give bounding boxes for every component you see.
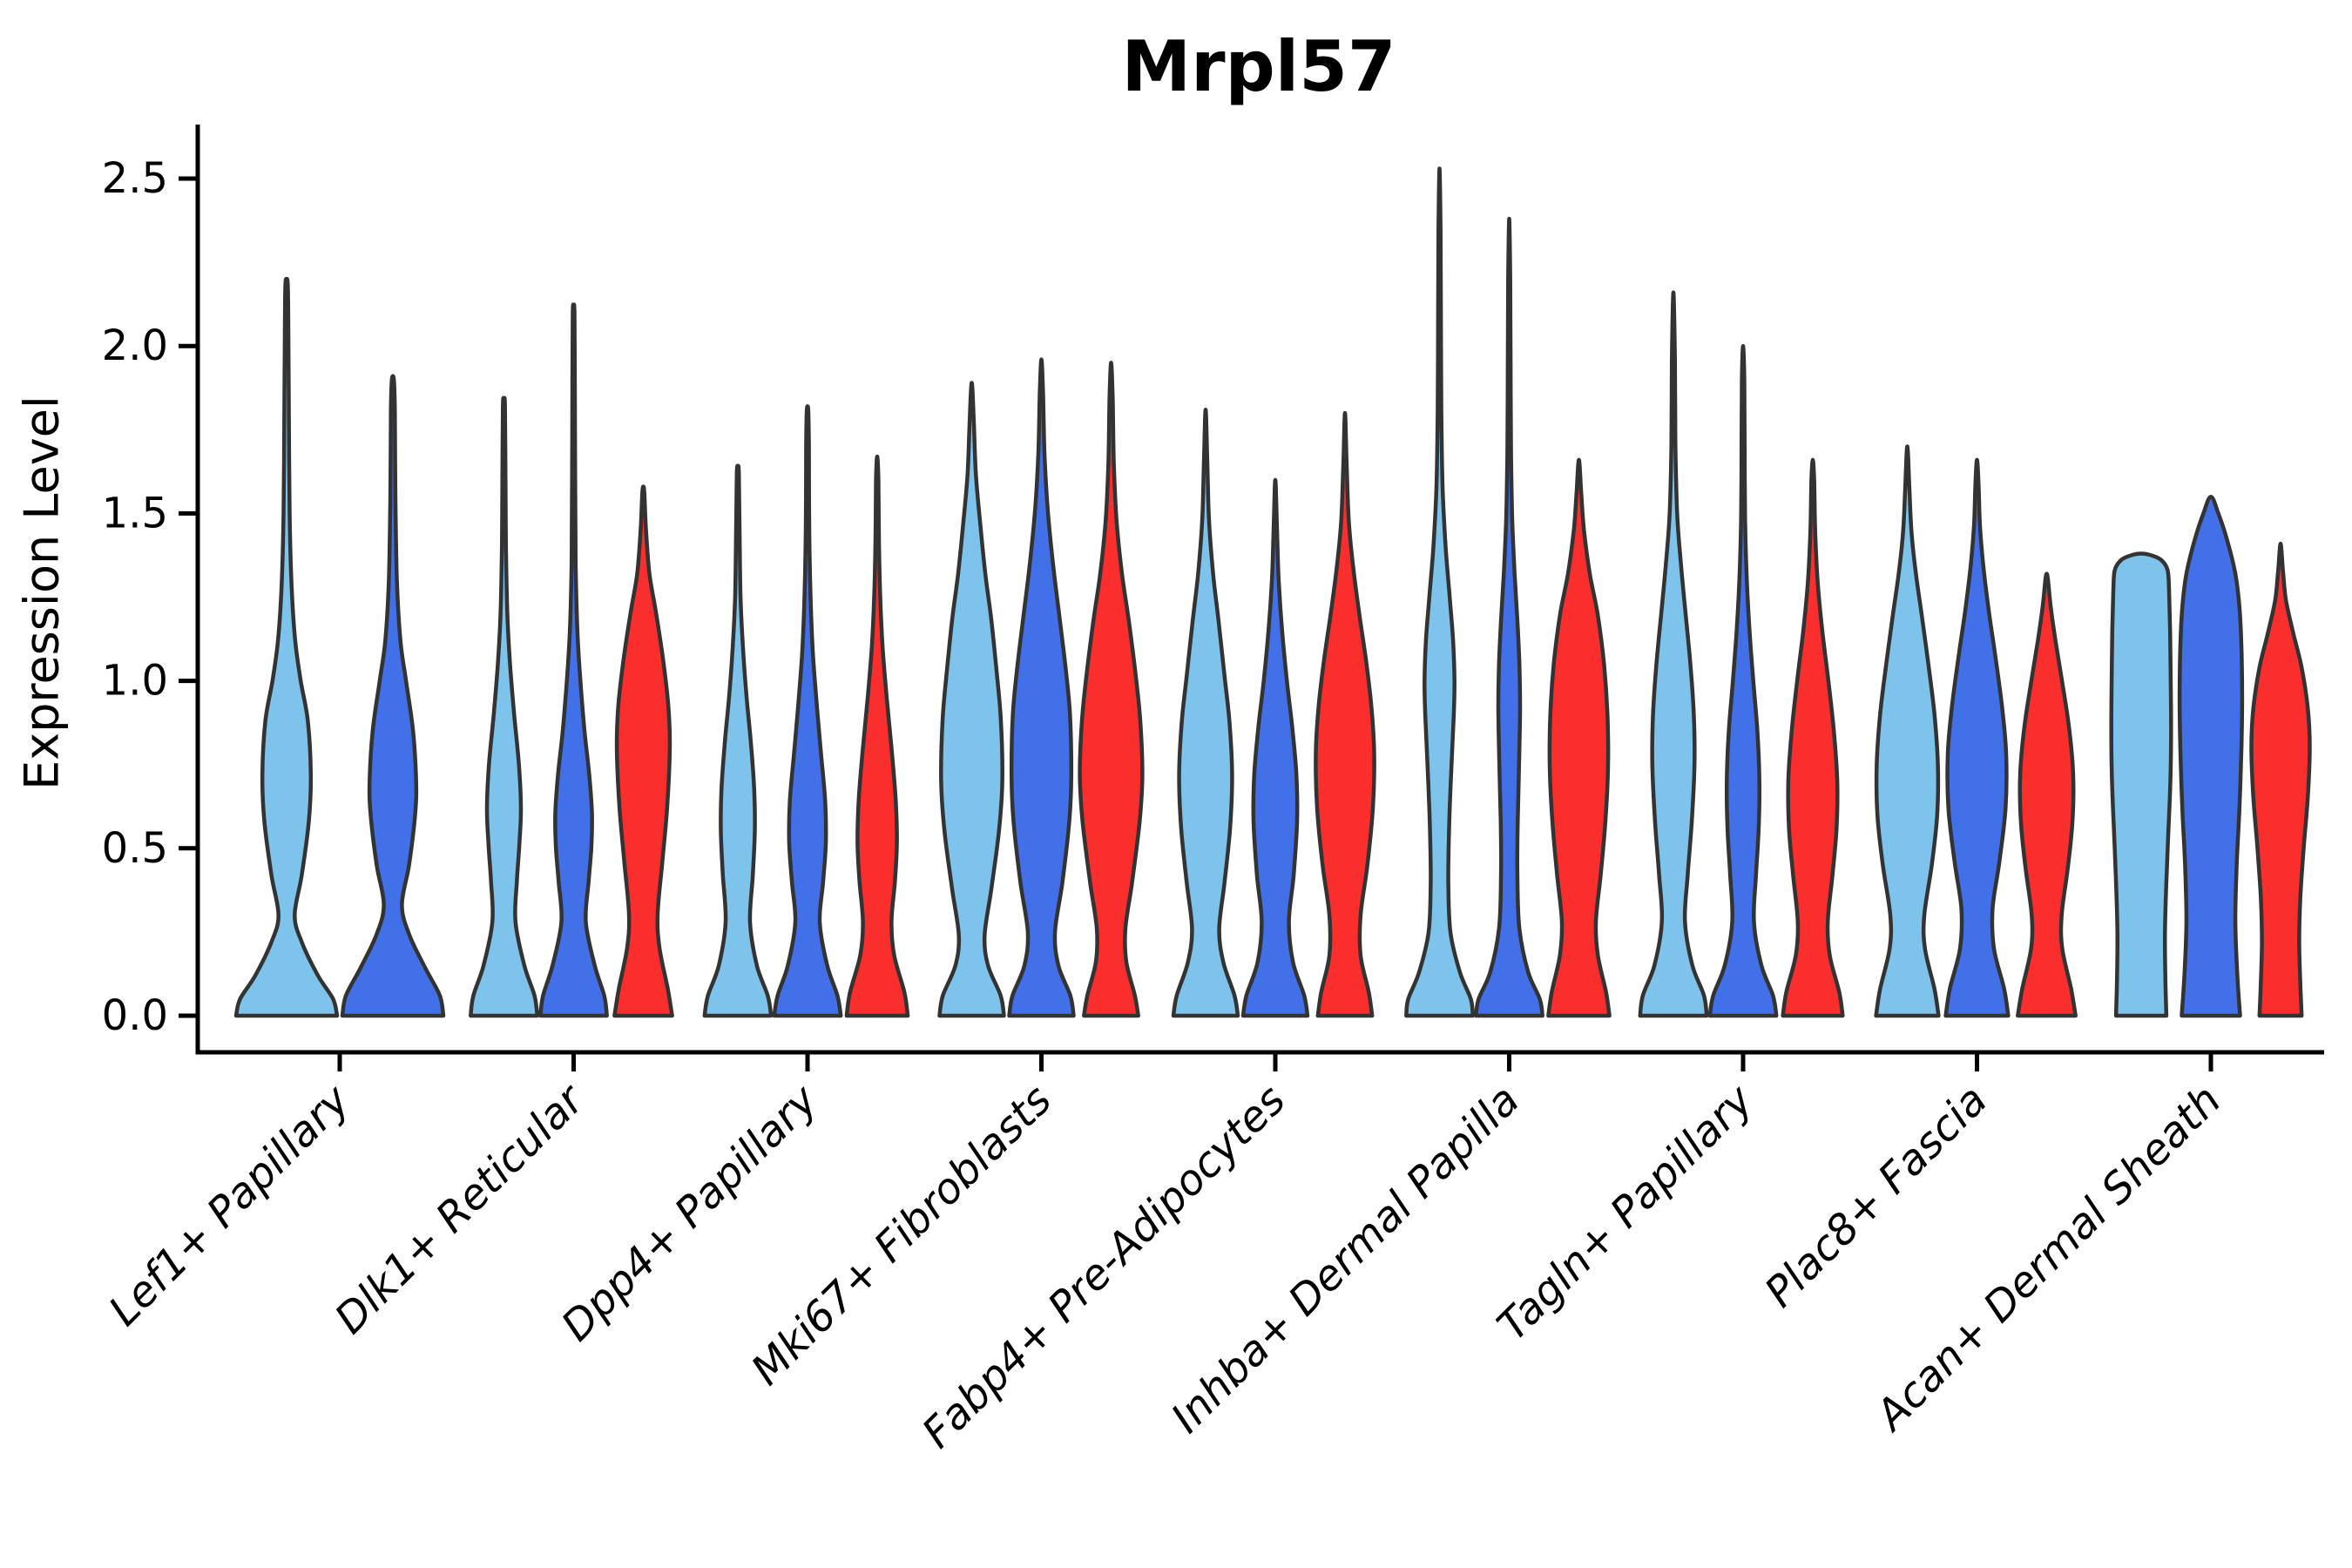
x-category-label-6: Tagln+ Papillary [1488,1075,1763,1350]
y-tick-label: 0.5 [102,824,168,873]
violin-6-blue_light [1638,290,1709,1018]
violin-7-blue_light [1874,444,1941,1018]
violin-0-blue_dark [340,374,446,1018]
y-tick-label: 2.5 [102,154,168,203]
violin-2-red [844,454,910,1018]
violin-5-blue_light [1404,166,1475,1018]
violin-8-red [2249,541,2312,1018]
violin-3-red [1078,361,1145,1018]
violin-1-blue_light [469,395,539,1018]
violin-4-blue_dark [1240,477,1310,1018]
violin-2-blue_light [702,463,774,1018]
y-tick-label: 1.0 [102,657,168,706]
violin-8-blue_light [2109,551,2173,1018]
x-category-label-2: Dpp4+ Papillary [552,1075,828,1350]
violin-5-blue_dark [1474,216,1544,1018]
violin-2-blue_dark [772,404,843,1018]
violin-3-blue_dark [1007,357,1076,1018]
violin-8-blue_dark [2177,494,2245,1018]
y-tick-label: 0.0 [102,991,168,1040]
y-tick-label: 2.0 [102,321,168,370]
violin-7-red [2016,571,2078,1018]
violin-4-blue_light [1171,407,1240,1018]
y-axis-title: Expression Level [14,395,70,790]
violin-7-blue_dark [1943,457,2011,1018]
x-category-label-7: Plac8+ Fascia [1755,1076,1997,1317]
x-category-label-0: Lef1+ Papillary [99,1075,360,1335]
violin-1-red [612,484,674,1018]
violin-3-blue_light [937,381,1006,1018]
violin-1-blue_dark [538,302,609,1018]
violin-0-blue_light [233,276,340,1018]
violins-layer [233,166,2312,1018]
chart-title: Mrpl57 [1121,26,1396,107]
violin-4-red [1314,410,1376,1018]
violin-6-blue_dark [1707,343,1779,1018]
violin-5-red [1546,457,1612,1018]
violin-6-red [1781,457,1845,1018]
y-tick-label: 1.5 [102,489,168,537]
x-category-label-1: Dlk1+ Reticular [326,1074,596,1344]
